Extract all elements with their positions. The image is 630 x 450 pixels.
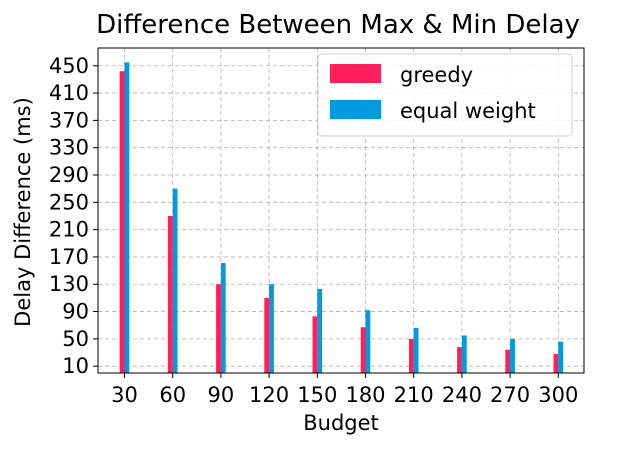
bar-equal-weight xyxy=(317,289,323,373)
y-axis-label: Delay Difference (ms) xyxy=(11,97,35,327)
y-tick-label: 450 xyxy=(49,54,89,78)
y-tick-label: 130 xyxy=(49,272,89,296)
bar-greedy xyxy=(167,215,173,373)
bar-equal-weight xyxy=(558,341,564,373)
x-axis: 30 60 90 120 150 180 210 240 270 300 xyxy=(111,373,578,407)
legend-swatch-equal-weight xyxy=(330,100,381,119)
x-tick-label: 120 xyxy=(249,383,289,407)
bar-equal-weight xyxy=(172,188,178,373)
legend-label-equal-weight: equal weight xyxy=(400,99,536,123)
bar-equal-weight xyxy=(413,327,419,373)
y-tick-label: 170 xyxy=(49,245,89,269)
bar-greedy xyxy=(360,327,366,373)
bar-greedy xyxy=(457,347,462,373)
x-axis-label: Budget xyxy=(303,411,379,435)
x-tick-label: 300 xyxy=(538,383,578,407)
chart-title: Difference Between Max & Min Delay xyxy=(96,10,580,40)
legend-box xyxy=(317,53,573,137)
bar-greedy xyxy=(553,353,559,373)
x-tick-label: 150 xyxy=(297,383,337,407)
bar-equal-weight xyxy=(269,284,274,373)
x-tick-label: 60 xyxy=(159,383,186,407)
x-tick-label: 240 xyxy=(442,383,482,407)
bar-equal-weight xyxy=(365,310,371,373)
bar-greedy xyxy=(264,297,270,373)
bar-greedy xyxy=(505,349,511,373)
y-tick-label: 290 xyxy=(49,163,89,187)
y-tick-label: 210 xyxy=(49,218,89,242)
x-tick-label: 180 xyxy=(345,383,385,407)
y-tick-label: 410 xyxy=(49,81,89,105)
y-tick-label: 90 xyxy=(62,300,89,324)
bar-greedy xyxy=(216,284,221,373)
x-tick-label: 270 xyxy=(490,383,530,407)
x-tick-label: 210 xyxy=(394,383,434,407)
bar-equal-weight xyxy=(124,62,130,374)
legend-label-greedy: greedy xyxy=(400,63,473,87)
y-tick-label: 370 xyxy=(49,108,89,132)
y-tick-label: 50 xyxy=(62,327,89,351)
bar-equal-weight xyxy=(220,263,226,373)
x-tick-label: 30 xyxy=(111,383,138,407)
bar-equal-weight xyxy=(461,335,467,373)
bar-greedy xyxy=(312,316,318,373)
legend: greedy equal weight xyxy=(317,53,573,137)
bar-greedy xyxy=(119,71,125,373)
bar-greedy xyxy=(408,338,414,373)
bars xyxy=(119,62,564,374)
y-axis: 10 50 90 130 170 210 250 290 330 370 410 450 xyxy=(49,54,98,378)
legend-swatch-greedy xyxy=(330,64,381,83)
y-tick-label: 10 xyxy=(62,354,89,378)
bar-equal-weight xyxy=(510,338,515,373)
plot-frame xyxy=(97,47,585,374)
x-tick-label: 90 xyxy=(208,383,235,407)
y-tick-label: 330 xyxy=(49,136,89,160)
y-tick-label: 250 xyxy=(49,190,89,214)
